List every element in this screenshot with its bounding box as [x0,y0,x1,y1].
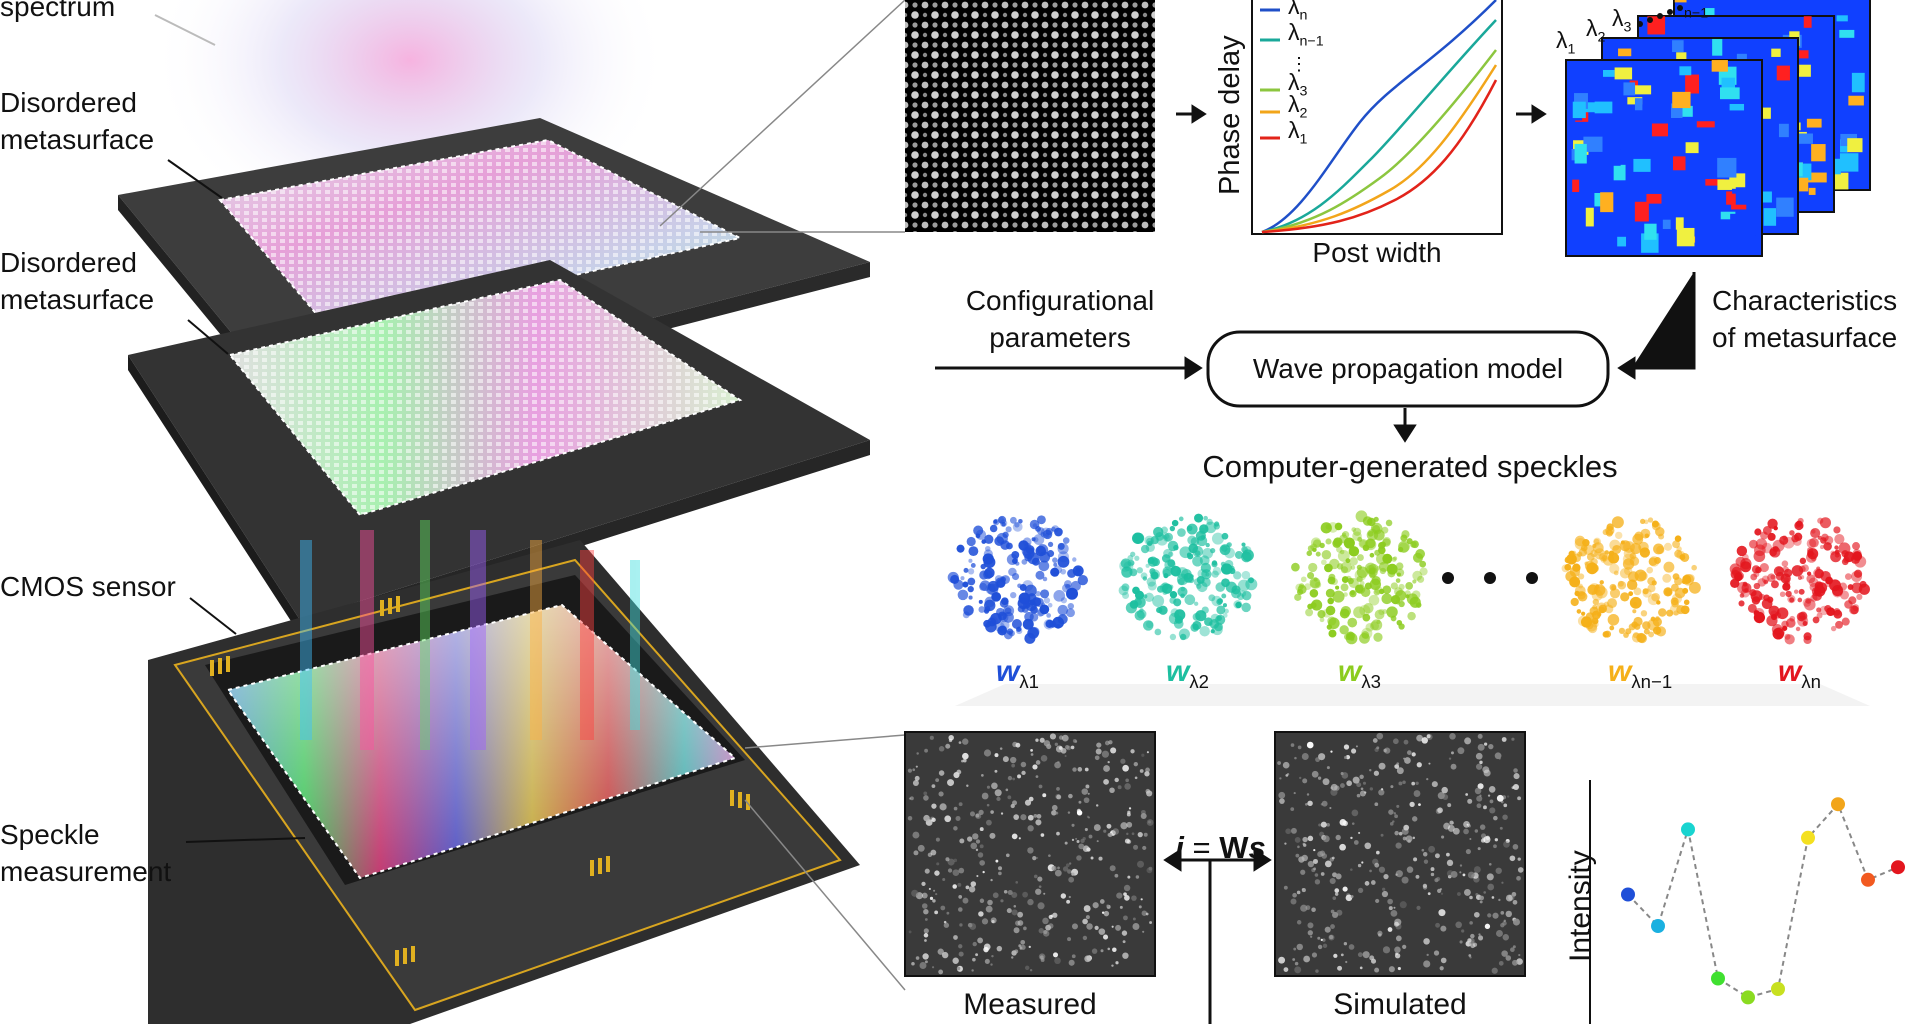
simulated-label: Simulated [1333,988,1467,1021]
intensity-point [1801,830,1815,845]
wave-propagation-model-box [1206,330,1610,408]
label-spectrum: spectrum [0,0,116,22]
equation-equals: = [1183,830,1220,865]
speckle-blob [947,515,1089,644]
speckle-weight-label: wλn [1778,655,1821,692]
intensity-point [1831,797,1845,812]
equation: i = Ws [1158,792,1266,866]
label-speckle-measurement: Speckle measurement [0,819,172,887]
speckle-blob [1561,516,1701,644]
intensity-point [1651,919,1665,933]
label-disordered-metasurface-bottom: Disordered metasurface [0,247,155,315]
speckle-weight-label: wλ2 [1166,655,1209,692]
speckle-blob [1729,517,1870,645]
simulated-speckle-image [1274,731,1526,977]
wave-propagation-model-label: Wave propagation model [1252,353,1564,384]
speckle-blob [1118,513,1258,641]
computer-generated-speckles-title: Computer-generated speckles [1202,449,1618,484]
phase-legend-item: λn [1288,0,1308,24]
measured-label: Measured [963,988,1097,1021]
phase-stack-label: λ1 [1556,27,1576,58]
flow-arrows [935,104,1696,1024]
phase-stack-label: λ3 [1612,5,1632,36]
phase-legend-item: λ3 [1288,69,1308,100]
phase-plot: ⋮ [1251,0,1503,235]
speckle-blob [1291,510,1428,645]
intensity-point [1741,990,1755,1005]
light-beams [300,520,640,750]
phase-stack-label: λ2 [1586,15,1606,46]
speckle-weight-label: wλn−1 [1608,655,1673,692]
computer-generated-speckles [947,510,1870,645]
phase-stack-label: n−1 [1684,5,1709,22]
equation-i: i [1175,830,1184,865]
intensity-point [1861,872,1875,887]
intensity-point [1771,982,1785,996]
phase-plot-ylabel: Phase delay [1214,35,1246,195]
metasurface-micrograph [905,0,1155,232]
equation-W: W [1219,830,1249,865]
svg-text:⋮: ⋮ [1290,54,1308,74]
phase-map [1565,59,1763,257]
intensity-point [1681,822,1695,837]
measured-speckle-image [904,731,1156,977]
speckle-weight-label: wλ1 [996,655,1039,692]
phase-plot-xlabel: Post width [1312,237,1442,268]
label-cmos-sensor: CMOS sensor [0,571,176,602]
label-disordered-metasurface-top: Disordered metasurface [0,87,155,155]
speckle-ellipsis [1442,572,1538,584]
intensity-point [1891,860,1905,875]
characteristics-label: Characteristics of metasurface [1712,285,1898,353]
intensity-point [1621,887,1635,902]
config-parameters-label: Configurational parameters [965,285,1155,353]
equation-s: s [1248,830,1266,865]
phase-legend-item: λ2 [1288,91,1308,122]
intensity-plot [1589,780,1905,1024]
phase-legend-item: λn−1 [1288,19,1324,50]
phase-legend-item: λ1 [1288,117,1308,148]
speckle-weight-label: wλ3 [1338,655,1381,692]
intensity-ylabel: Intensity [1564,850,1597,962]
intensity-point [1711,971,1725,986]
phase-map-stack [1565,0,1871,257]
